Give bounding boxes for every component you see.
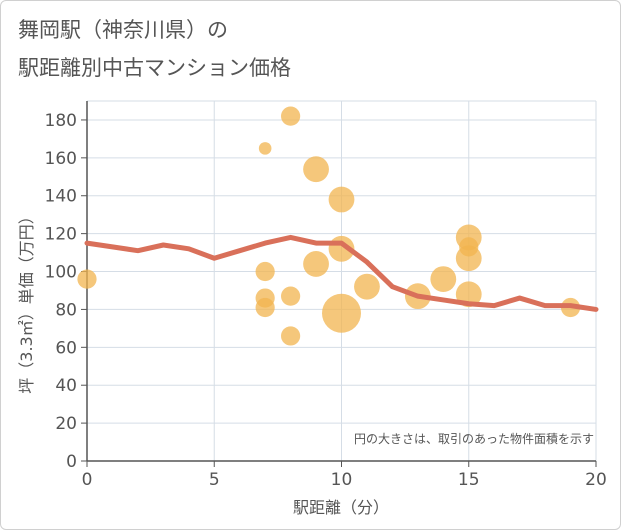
chart-title-line-1: 舞岡駅（神奈川県）の: [18, 18, 228, 42]
bubble-point: [281, 286, 301, 306]
trend-line-group: [84, 234, 599, 312]
y-tick-label: 100: [45, 263, 77, 283]
x-tick-label: 10: [331, 470, 353, 490]
y-tick-label: 180: [45, 111, 77, 131]
y-tick-label: 0: [66, 452, 77, 472]
y-tick-label: 160: [45, 149, 77, 169]
bubble-point: [281, 326, 301, 346]
x-tick-label: 20: [585, 470, 607, 490]
bubble-point: [255, 297, 275, 318]
y-axis-title: 坪（3.3㎡）単価（万円）: [17, 208, 36, 393]
bubble-point: [255, 261, 275, 282]
trend-line: [84, 234, 599, 312]
bubble-point: [328, 186, 355, 213]
y-tick-label: 140: [45, 187, 77, 207]
y-tick-label: 60: [55, 338, 77, 358]
y-tick-label: 20: [55, 414, 77, 434]
bubble-point: [430, 266, 457, 293]
x-tick-label: 0: [82, 470, 93, 490]
bubble-point: [455, 245, 482, 272]
x-tick-label: 15: [458, 470, 480, 490]
y-tick-label: 80: [55, 300, 77, 320]
y-tick-label: 120: [45, 225, 77, 245]
bubble-point: [303, 251, 329, 277]
x-axis-title: 駅距離（分）: [293, 498, 389, 517]
chart-title-line-2: 駅距離別中古マンション価格: [18, 56, 291, 80]
axes: [81, 101, 597, 467]
bubble-point: [303, 156, 329, 183]
x-tick-label: 5: [209, 470, 220, 490]
y-tick-label: 40: [55, 376, 77, 396]
bubble-point: [354, 273, 380, 300]
bubble-point: [77, 269, 97, 289]
bubble-point: [281, 106, 301, 126]
grid-lines: [87, 100, 597, 461]
bubble-point: [258, 142, 272, 155]
bubble-point: [322, 293, 361, 333]
axis-labels: 0 5 10 15 20 0 20 40 60 80 100 120 140 160 180: [45, 111, 607, 490]
size-legend-note: 円の大きさは、取引のあった物件面積を示す: [354, 431, 594, 446]
